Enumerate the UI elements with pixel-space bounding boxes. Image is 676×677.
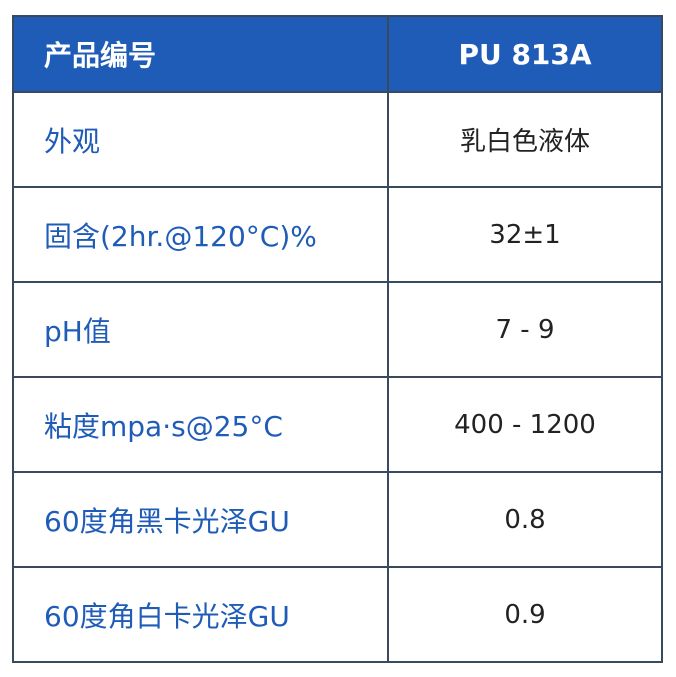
spec-table: 产品编号 PU 813A 外观 乳白色液体 固含(2hr.@120°C)% 32±1 p… xyxy=(12,15,663,663)
table-row: 60度角黑卡光泽GU 0.8 xyxy=(12,471,663,568)
value-cell: 0.9 xyxy=(387,566,663,663)
property-cell: pH值 xyxy=(12,281,389,378)
table-row: 外观 乳白色液体 xyxy=(12,91,663,188)
table-row: 粘度mpa·s@25°C 400 - 1200 xyxy=(12,376,663,473)
table-row: 60度角白卡光泽GU 0.9 xyxy=(12,566,663,663)
property-cell: 60度角黑卡光泽GU xyxy=(12,471,389,568)
header-row: 产品编号 PU 813A xyxy=(12,15,663,93)
property-cell: 外观 xyxy=(12,91,389,188)
header-cell: PU 813A xyxy=(387,15,663,93)
table-row: 固含(2hr.@120°C)% 32±1 xyxy=(12,186,663,283)
value-cell: 400 - 1200 xyxy=(387,376,663,473)
property-cell: 粘度mpa·s@25°C xyxy=(12,376,389,473)
table-body: 外观 乳白色液体 固含(2hr.@120°C)% 32±1 pH值 7 - 9 粘度mpa·… xyxy=(12,91,663,663)
value-cell: 7 - 9 xyxy=(387,281,663,378)
value-cell: 乳白色液体 xyxy=(387,91,663,188)
table-row: pH值 7 - 9 xyxy=(12,281,663,378)
value-cell: 0.8 xyxy=(387,471,663,568)
property-cell: 固含(2hr.@120°C)% xyxy=(12,186,389,283)
header-cell: 产品编号 xyxy=(12,15,389,93)
value-cell: 32±1 xyxy=(387,186,663,283)
property-cell: 60度角白卡光泽GU xyxy=(12,566,389,663)
